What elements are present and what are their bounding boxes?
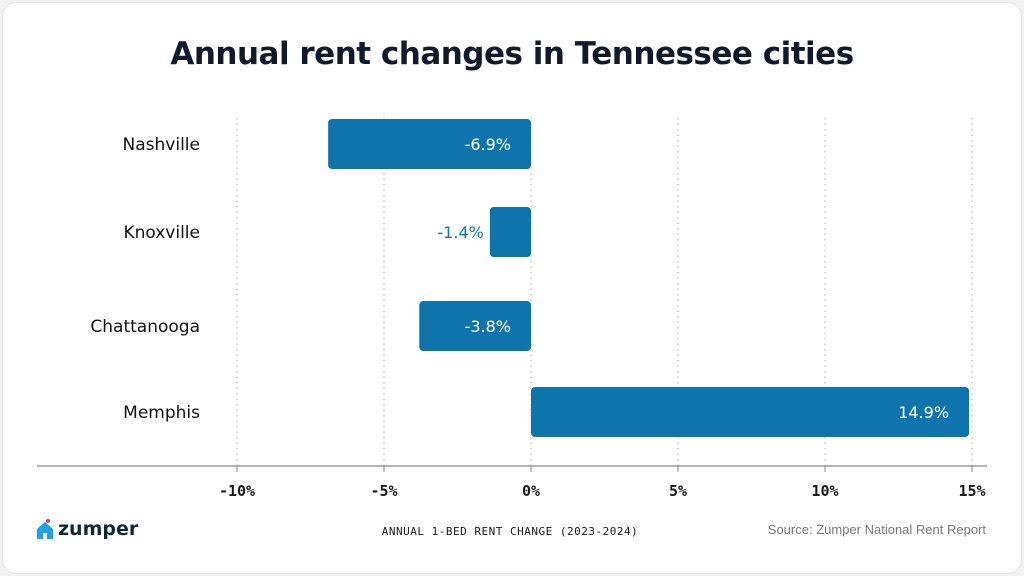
category-label: Knoxville [123,223,200,243]
logo-text: zumper [58,518,139,540]
x-tick-label: -10% [219,482,255,500]
x-axis-label: ANNUAL 1-BED RENT CHANGE (2023-2024) [381,525,639,538]
house-heart-icon [37,518,53,539]
x-tick-label: -5% [370,482,397,500]
x-tick-label: 10% [811,482,838,500]
category-label: Nashville [123,135,200,155]
data-label: -3.8% [465,317,511,336]
zumper-logo: zumper [36,518,138,540]
data-label: -6.9% [465,135,511,154]
bar-memphis [531,387,970,437]
x-tick-label: 5% [669,482,687,500]
bar-knoxville [489,207,531,257]
data-label: -1.4% [437,223,483,242]
source-note: Source: Zumper National Rent Report [767,522,986,537]
data-label: 14.9% [898,403,949,422]
chart-title: Annual rent changes in Tennessee cities [170,36,854,72]
x-tick-label: 0% [522,482,540,500]
x-tick-label: 15% [958,482,985,500]
bar-chattanooga [419,301,531,351]
bar-nashville [328,119,531,169]
category-label: Memphis [123,403,200,423]
category-label: Chattanooga [90,317,200,337]
